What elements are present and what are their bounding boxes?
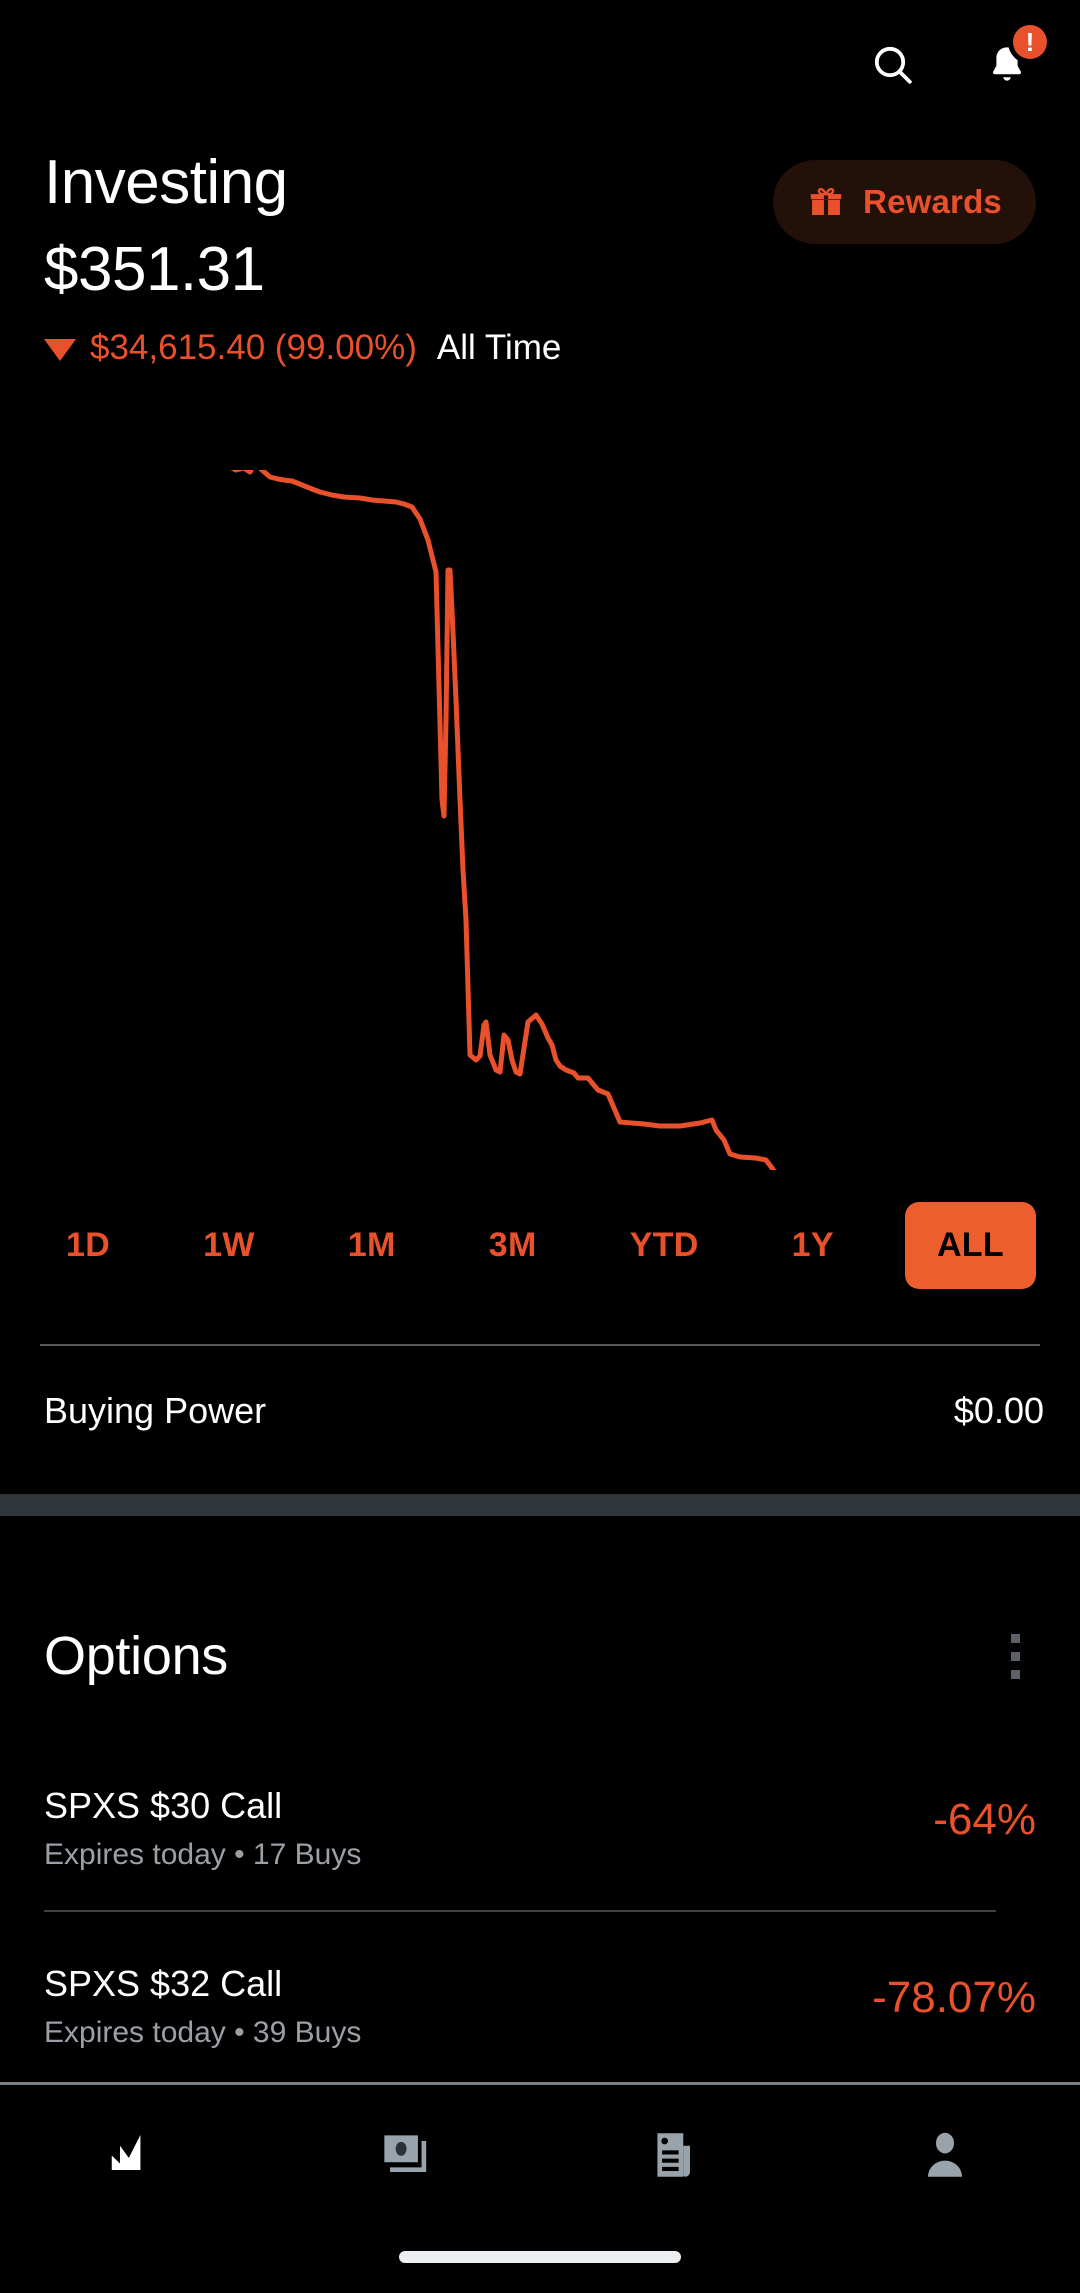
search-icon (874, 46, 912, 84)
notification-badge: ! (1008, 20, 1052, 64)
option-name: SPXS $30 Call (44, 1785, 283, 1826)
option-subtitle: Expires today • 17 Buys (44, 1838, 362, 1872)
portfolio-chart[interactable] (0, 470, 1080, 1170)
change-row: $34,615.40 (99.00%) All Time (0, 328, 1080, 368)
gift-icon (810, 187, 842, 215)
cash-stack-icon (384, 2135, 427, 2173)
time-range-selector[interactable]: 1D 1W 1M 3M YTD 1Y ALL (44, 1190, 1036, 1300)
range-button-1d[interactable]: 1D (44, 1202, 132, 1289)
buying-power-value: $0.00 (953, 1390, 1044, 1431)
change-period: All Time (436, 328, 562, 368)
option-subtitle: Expires today • 39 Buys (44, 2016, 362, 2050)
table-row[interactable]: SPXS $30 Call Expires today • 17 Buys -6… (44, 1785, 1036, 1873)
options-title: Options (44, 1626, 228, 1686)
option-percent: -64% (933, 1795, 1036, 1844)
table-row[interactable]: SPXS $32 Call Expires today • 39 Buys -7… (44, 1963, 1036, 2051)
news-icon (657, 2133, 690, 2177)
chart-series-line (230, 470, 777, 1170)
notifications-button[interactable]: ! (978, 20, 1052, 94)
buying-power-row[interactable]: Buying Power $0.00 (44, 1390, 1044, 1432)
nav-item-news[interactable] (600, 2095, 750, 2215)
nav-item-cash[interactable] (330, 2095, 480, 2215)
option-percent: -78.07% (872, 1973, 1036, 2022)
rewards-button[interactable]: Rewards (773, 160, 1036, 244)
page-title: Investing (44, 148, 288, 217)
range-button-3m[interactable]: 3M (467, 1202, 559, 1289)
buying-power-label: Buying Power (44, 1390, 267, 1431)
header: Rewards Investing $351.31 $34,615.40 (99… (0, 150, 1080, 368)
change-amount: $34,615.40 (99.00%) (90, 328, 417, 368)
range-button-1m[interactable]: 1M (326, 1202, 418, 1289)
nav-item-investing[interactable] (60, 2095, 210, 2215)
kebab-menu-icon[interactable] (995, 1626, 1036, 1687)
range-button-1w[interactable]: 1W (181, 1202, 277, 1289)
person-icon (927, 2132, 963, 2177)
nav-divider (0, 2082, 1080, 2085)
chart-svg (230, 470, 777, 1170)
divider-above-buying-power (40, 1344, 1040, 1346)
chart-line-icon (111, 2134, 141, 2170)
option-name: SPXS $32 Call (44, 1963, 283, 2004)
bottom-navigation (0, 2085, 1080, 2225)
arrow-down-icon (44, 339, 76, 362)
portfolio-balance: $351.31 (44, 235, 265, 305)
section-separator (0, 1494, 1080, 1516)
range-button-1y[interactable]: 1Y (770, 1202, 856, 1289)
range-button-all[interactable]: ALL (904, 1201, 1036, 1289)
nav-item-account[interactable] (870, 2095, 1020, 2215)
options-header: Options (44, 1625, 1036, 1687)
range-button-ytd[interactable]: YTD (608, 1202, 721, 1289)
home-indicator (399, 2251, 681, 2263)
divider-between-options (44, 1910, 996, 1912)
search-button[interactable] (864, 36, 922, 94)
top-bar: ! (0, 0, 1080, 130)
rewards-label: Rewards (863, 183, 1002, 220)
